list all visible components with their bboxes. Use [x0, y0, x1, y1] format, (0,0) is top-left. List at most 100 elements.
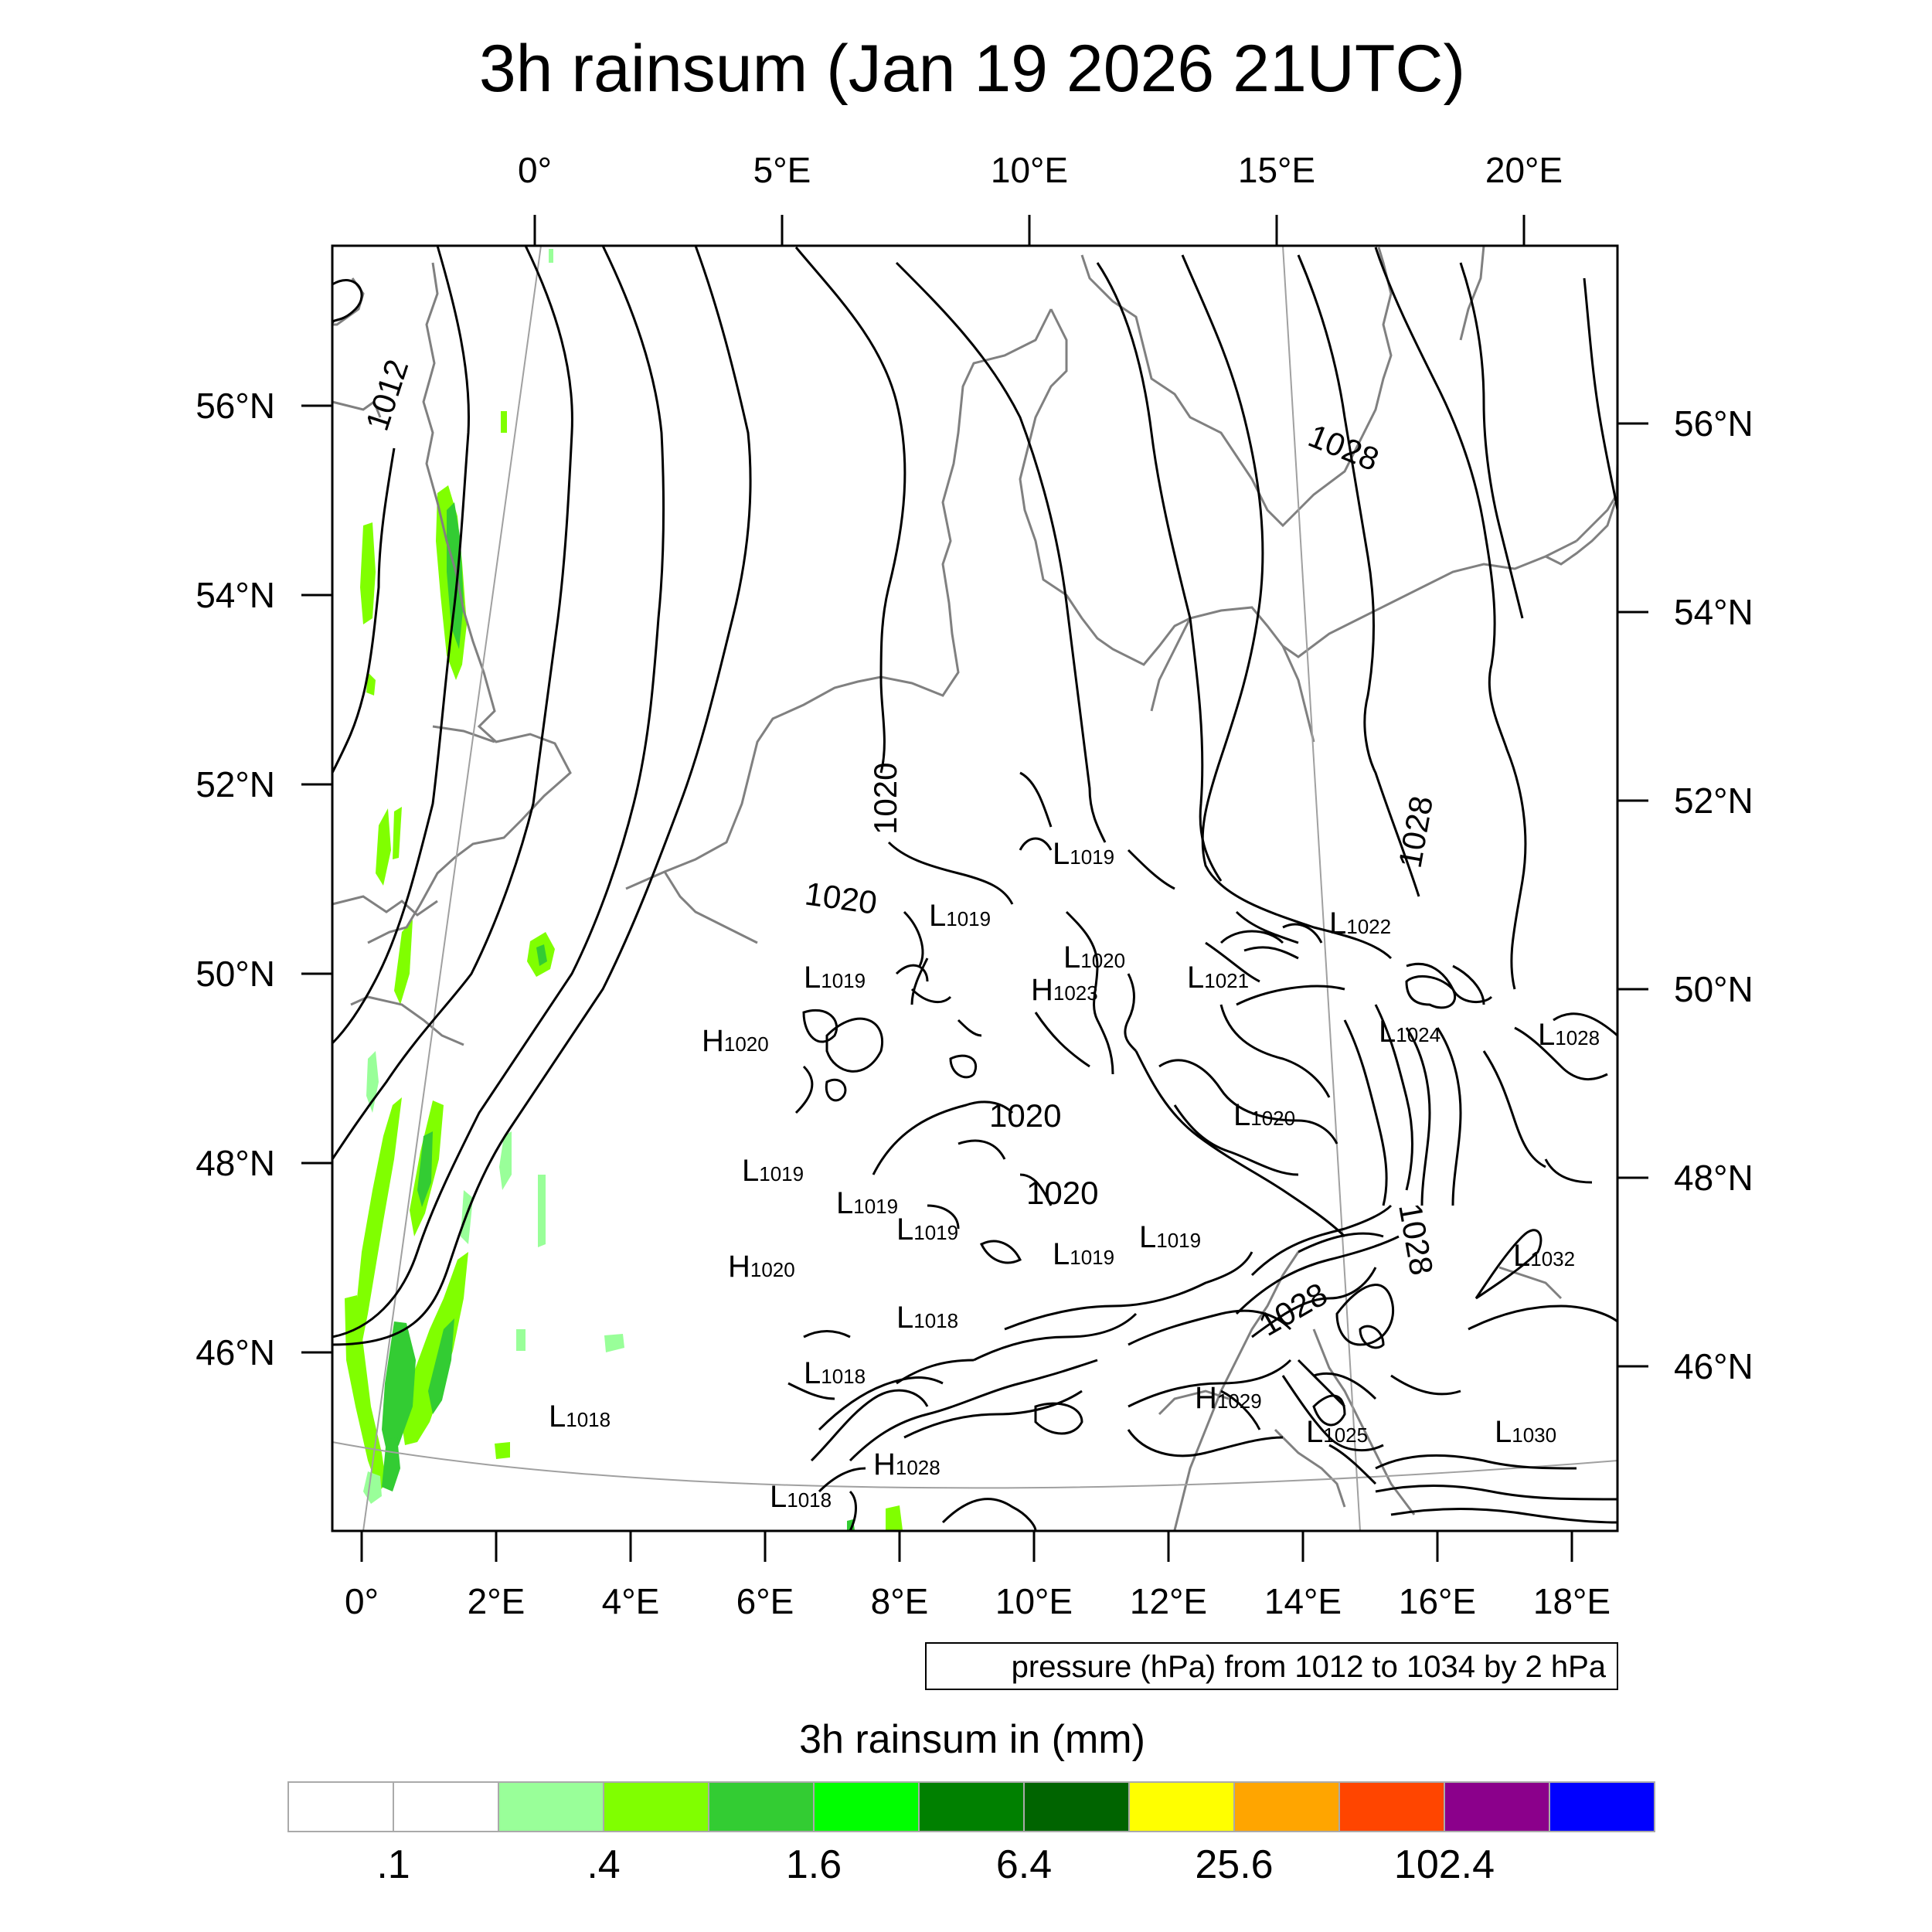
colorbar-box	[603, 1781, 709, 1832]
isobar	[872, 1100, 1014, 1175]
colorbar-tick-label: 1.6	[786, 1842, 842, 1887]
colorbar-tick-label: .4	[587, 1842, 620, 1887]
tick-label: 14°E	[1264, 1581, 1342, 1621]
bottom-longitude-axis	[360, 1531, 1573, 1562]
isobar	[1235, 1235, 1400, 1315]
pressure-center: L1019	[896, 1213, 958, 1247]
isobar	[1297, 1359, 1346, 1408]
rain-area	[516, 1329, 526, 1351]
isobar	[1065, 910, 1114, 1075]
tick-label: 54°N	[1674, 592, 1753, 632]
pressure-center: H1020	[702, 1024, 769, 1058]
isobar	[794, 247, 906, 774]
country-border	[663, 871, 758, 944]
colorbar-boxes	[287, 1781, 1655, 1832]
isobar	[1328, 1444, 1377, 1485]
colorbar-box	[918, 1781, 1025, 1832]
isobar	[331, 245, 470, 1045]
rain-area	[604, 1334, 624, 1352]
isobar	[910, 988, 952, 1004]
isobar	[1405, 1027, 1431, 1206]
isobar	[1219, 1004, 1331, 1098]
tick-label: 20°E	[1485, 150, 1563, 190]
isobar	[1124, 973, 1138, 1053]
pressure-center: L1024	[1379, 1015, 1440, 1049]
colorbar-box	[498, 1781, 604, 1832]
isobar	[1220, 1389, 1261, 1430]
colorbar-tick-label: 102.4	[1394, 1842, 1495, 1887]
coastline	[1173, 1251, 1300, 1531]
colorbar-box	[1233, 1781, 1340, 1832]
isobar	[825, 1079, 847, 1102]
tick-label: 5°E	[753, 150, 811, 190]
isobar	[818, 1376, 944, 1431]
isobar	[1544, 1158, 1593, 1184]
isobar	[818, 1467, 866, 1493]
rain-area	[417, 1131, 433, 1207]
isobar	[1158, 1059, 1338, 1145]
rain-area	[360, 522, 376, 624]
isobar	[895, 964, 929, 982]
pressure-center: L1032	[1513, 1239, 1575, 1273]
isobar	[1475, 1229, 1543, 1300]
coastline	[625, 308, 1053, 890]
coastline	[1498, 1266, 1563, 1300]
tick-label: 56°N	[1674, 403, 1753, 444]
isobar	[1374, 1004, 1413, 1191]
coastline	[1312, 1328, 1416, 1515]
rain-area	[499, 1131, 512, 1190]
isobar	[1375, 1454, 1577, 1470]
pressure-center: L1020	[1063, 940, 1125, 975]
coastline	[1274, 1428, 1346, 1508]
graticule	[332, 245, 1618, 1532]
meridian-15E	[1282, 245, 1361, 1532]
country-border	[1281, 645, 1315, 743]
isobar	[1134, 1050, 1346, 1238]
tick-label: 48°N	[1674, 1158, 1753, 1198]
contour-info-box: pressure (hPa) from 1012 to 1034 by 2 hP…	[925, 1642, 1618, 1690]
tick-label: 12°E	[1130, 1581, 1207, 1621]
isobar	[1390, 1508, 1618, 1524]
left-latitude-axis	[301, 404, 332, 1354]
rain-area	[428, 1318, 454, 1414]
tick-label: 0°	[345, 1581, 379, 1621]
map-frame	[331, 244, 1619, 1532]
tick-label: 48°N	[196, 1143, 275, 1183]
tick-label: 54°N	[196, 575, 275, 615]
pressure-center: L1018	[770, 1480, 832, 1514]
tick-label: 6°E	[736, 1581, 794, 1621]
pressure-center: L1018	[896, 1301, 958, 1335]
meridian-0	[362, 245, 542, 1532]
isobar	[1468, 1304, 1618, 1331]
rain-area	[382, 1321, 416, 1458]
pressure-center-markers: L1019 L1019 L1020 H1023 L1021 L1022 L101…	[549, 837, 1600, 1514]
coastline	[1459, 245, 1485, 341]
isobar	[849, 1359, 1098, 1462]
tick-label: 15°E	[1238, 150, 1315, 190]
isobar	[957, 1139, 1006, 1160]
colorbar-box	[1023, 1781, 1130, 1832]
isobar	[1004, 1251, 1253, 1331]
isobar	[1482, 1050, 1546, 1168]
isobar	[1405, 975, 1457, 1009]
contour-label: 1020	[989, 1097, 1061, 1134]
isobar	[803, 1330, 851, 1338]
isobar	[1235, 910, 1299, 944]
pressure-center: L1019	[1053, 837, 1114, 871]
tick-label: 4°E	[602, 1581, 660, 1621]
coastline	[1545, 502, 1617, 566]
isobar	[1436, 1027, 1462, 1206]
parallel-45N	[332, 1441, 1618, 1489]
rain-area	[394, 920, 413, 1005]
isobar	[1312, 1394, 1346, 1427]
colorbar-box	[813, 1781, 920, 1832]
isobar	[973, 1312, 1138, 1362]
colorbar-box	[1549, 1781, 1655, 1832]
isobar	[331, 245, 573, 1160]
tick-label: 46°N	[1674, 1346, 1753, 1386]
isobar	[887, 841, 1014, 905]
pressure-center: L1020	[1233, 1098, 1295, 1132]
info-box-frame	[925, 1642, 1618, 1690]
coastline	[1019, 308, 1577, 666]
